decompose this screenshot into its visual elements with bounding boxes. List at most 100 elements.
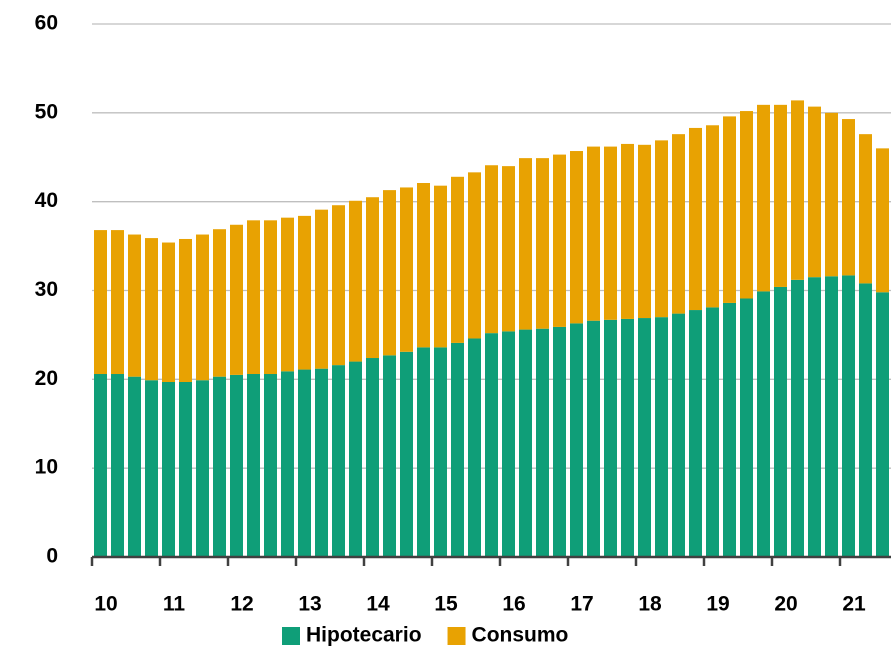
bar-segment [264,220,277,375]
bar-segment [111,230,124,375]
bar-segment [689,310,702,557]
bar-segment [587,320,600,557]
bar-segment [468,172,481,339]
bar-segment [230,224,243,375]
x-tick-label: 16 [502,593,525,616]
bar-segment [145,380,158,557]
bar-segment [655,317,668,557]
bar-segment [740,111,753,299]
bar-segment [349,361,362,557]
y-tick-label: 10 [35,456,58,479]
bar-segment [281,217,294,372]
y-tick-label: 20 [35,367,58,390]
bar-segment [706,125,719,308]
legend-label: Consumo [472,624,569,647]
bar-segment [451,342,464,557]
x-tick-label: 11 [163,593,186,616]
bar-segment [859,283,872,557]
bar-segment [298,215,311,370]
bar-segment [706,307,719,557]
bar-segment [791,100,804,280]
legend-swatch [447,627,466,645]
bar-segment [842,275,855,557]
bar-segment [825,112,838,277]
bar-segment [434,347,447,557]
bar-segment [281,371,294,557]
bar-segment [485,333,498,557]
bar-segment [349,200,362,362]
x-tick-label: 12 [230,593,253,616]
bar-segment [536,158,549,329]
x-tick-label: 21 [842,593,866,616]
bar-segment [111,374,124,557]
bar-segment [332,365,345,557]
y-tick-label: 30 [35,278,58,301]
bar-segment [94,374,107,557]
bar-segment [417,183,430,348]
bar-segment [604,146,617,320]
bar-segment [502,331,515,557]
bar-segment [400,187,413,352]
bar-segment [383,355,396,557]
bar-segment [332,205,345,366]
bar-segment [689,127,702,311]
x-tick-label: 17 [570,593,593,616]
bar-segment [774,104,787,287]
bar-segment [723,116,736,303]
bar-segment [536,328,549,557]
bar-segment [451,176,464,343]
bar-segment [213,229,226,377]
bar-segment [604,319,617,557]
bar-segment [621,318,634,557]
bar-segment [196,380,209,557]
bar-segment [366,197,379,359]
x-tick-label: 13 [298,593,321,616]
x-tick-label: 20 [774,593,797,616]
x-tick-label: 19 [706,593,729,616]
bar-segment [774,286,787,557]
bar-segment [519,158,532,330]
x-tick-label: 14 [366,593,390,616]
bar-segment [196,234,209,381]
bar-segment [553,154,566,327]
legend-label: Hipotecario [306,624,422,647]
y-tick-label: 0 [46,545,58,568]
bar-segment [570,151,583,324]
bar-segment [757,104,770,292]
y-tick-label: 40 [35,189,58,212]
bar-segment [655,140,668,318]
bar-segment [247,374,260,557]
bar-segment [485,165,498,334]
bar-segment [808,277,821,557]
bar-segment [791,279,804,557]
bar-segment [298,369,311,557]
y-tick-label: 60 [35,12,58,35]
bar-segment [723,302,736,557]
bar-segment [638,318,651,557]
bar-segment [179,238,192,382]
bar-segment [162,242,175,382]
bar-segment [162,381,175,557]
bar-segment [757,291,770,557]
bar-segment [876,148,889,293]
bar-segment [825,276,838,557]
bar-segment [213,376,226,557]
bar-segment [740,298,753,557]
bar-segment [519,329,532,557]
bar-segment [570,323,583,557]
x-tick-label: 15 [434,593,458,616]
bar-segment [468,338,481,557]
x-tick-label: 10 [94,593,117,616]
bar-segment [553,326,566,557]
bar-segment [638,144,651,319]
x-tick-label: 18 [638,593,662,616]
bar-segment [230,374,243,557]
bar-segment [315,368,328,557]
bar-segment [502,166,515,332]
bar-segment [434,185,447,348]
bar-segment [859,134,872,284]
bar-segment [94,230,107,375]
bar-segment [621,143,634,319]
